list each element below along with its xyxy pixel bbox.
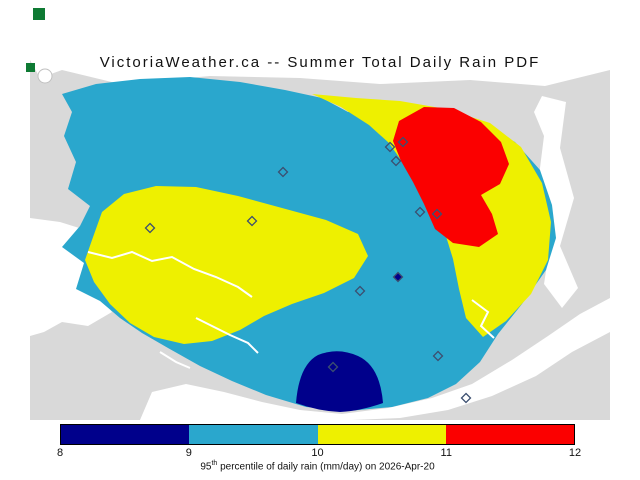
contour-region-8-9 xyxy=(296,351,383,412)
station-marker[interactable] xyxy=(397,136,409,148)
station-marker[interactable] xyxy=(246,215,258,227)
station-marker[interactable] xyxy=(354,285,366,297)
station-marker[interactable] xyxy=(460,392,472,404)
station-marker[interactable] xyxy=(327,361,339,373)
colorbar-tick: 11 xyxy=(440,447,452,459)
station-marker[interactable] xyxy=(432,350,444,362)
water-strait-right xyxy=(534,96,578,308)
station-marker[interactable] xyxy=(392,271,404,283)
coastline-inlet-line-1 xyxy=(87,250,253,298)
colorbar-ticks: 8 9 10 11 12 xyxy=(56,445,581,459)
colorbar-segment xyxy=(445,425,574,444)
green-patch-1 xyxy=(33,8,45,20)
station-markers-layer xyxy=(144,136,472,404)
station-marker[interactable] xyxy=(390,155,402,167)
station-marker[interactable] xyxy=(277,166,289,178)
colorbar-tick: 8 xyxy=(56,447,64,459)
island-circle xyxy=(37,68,53,84)
colorbar-tick: 10 xyxy=(311,447,324,459)
colorbar-label: 95th percentile of daily rain (mm/day) o… xyxy=(60,460,575,472)
colorbar-label-base: 95 xyxy=(200,461,212,473)
colorbar-label-sup: th xyxy=(211,460,218,467)
colorbar-tick: 12 xyxy=(568,447,582,459)
contour-region-10-11-left xyxy=(85,186,368,344)
water-strait-bottom xyxy=(140,298,610,420)
station-marker[interactable] xyxy=(144,222,156,234)
colorbar-segment xyxy=(317,425,446,444)
water-strait-top xyxy=(30,8,610,86)
coastline-inlet-line-4 xyxy=(159,351,191,369)
coastline-inlet-line-3 xyxy=(471,299,495,339)
station-marker[interactable] xyxy=(431,208,443,220)
colorbar-label-rest: percentile of daily rain (mm/day) on 202… xyxy=(217,461,435,473)
station-marker[interactable] xyxy=(384,141,396,153)
green-patch-2 xyxy=(26,63,35,72)
station-marker[interactable] xyxy=(414,206,426,218)
colorbar-segment xyxy=(61,425,190,444)
colorbar-segment xyxy=(189,425,318,444)
colorbar-tick: 9 xyxy=(185,447,192,459)
colorbar-gradient xyxy=(60,424,575,445)
contour-region-11-12 xyxy=(393,107,509,247)
page-title: VictoriaWeather.ca -- Summer Total Daily… xyxy=(99,54,541,71)
colorbar: 8 9 10 11 12 95th percentile of daily ra… xyxy=(56,424,581,472)
coastline-inlet-line-2 xyxy=(195,317,259,354)
